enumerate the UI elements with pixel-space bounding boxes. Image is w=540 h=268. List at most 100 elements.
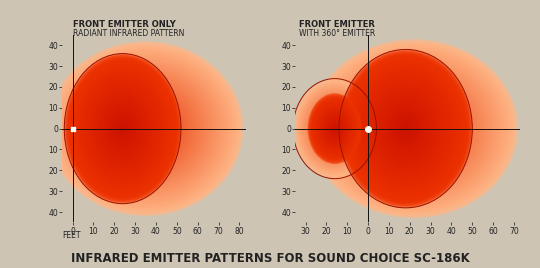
Ellipse shape — [84, 79, 161, 178]
Ellipse shape — [78, 72, 167, 186]
Ellipse shape — [310, 99, 360, 159]
Ellipse shape — [345, 69, 483, 188]
Ellipse shape — [61, 53, 230, 204]
Ellipse shape — [389, 107, 438, 150]
Ellipse shape — [124, 109, 167, 148]
Ellipse shape — [314, 102, 355, 156]
Ellipse shape — [318, 46, 510, 211]
Ellipse shape — [320, 110, 349, 148]
Ellipse shape — [78, 68, 213, 189]
Ellipse shape — [122, 108, 169, 150]
Ellipse shape — [73, 64, 218, 193]
Ellipse shape — [370, 91, 458, 167]
Ellipse shape — [353, 76, 475, 181]
Ellipse shape — [105, 92, 186, 165]
Ellipse shape — [325, 117, 345, 141]
Ellipse shape — [377, 95, 434, 162]
Ellipse shape — [346, 70, 482, 187]
Ellipse shape — [324, 51, 504, 206]
Ellipse shape — [97, 85, 194, 172]
Ellipse shape — [377, 97, 450, 160]
Ellipse shape — [321, 111, 348, 146]
Ellipse shape — [111, 98, 180, 159]
Ellipse shape — [411, 126, 416, 131]
Ellipse shape — [392, 110, 436, 148]
Ellipse shape — [328, 119, 342, 138]
Ellipse shape — [334, 128, 336, 130]
Ellipse shape — [368, 84, 443, 173]
Ellipse shape — [413, 128, 415, 130]
Ellipse shape — [309, 96, 360, 162]
Ellipse shape — [330, 57, 497, 200]
Ellipse shape — [110, 112, 136, 145]
Ellipse shape — [315, 103, 355, 155]
Ellipse shape — [308, 94, 361, 163]
Ellipse shape — [366, 81, 446, 176]
Ellipse shape — [139, 123, 152, 134]
Ellipse shape — [334, 128, 335, 130]
Ellipse shape — [319, 110, 350, 148]
Ellipse shape — [327, 54, 501, 204]
Ellipse shape — [371, 87, 440, 170]
Ellipse shape — [314, 104, 355, 154]
Ellipse shape — [340, 65, 488, 192]
Ellipse shape — [106, 94, 185, 164]
Ellipse shape — [89, 85, 157, 172]
Ellipse shape — [94, 83, 197, 175]
Ellipse shape — [352, 65, 459, 192]
Ellipse shape — [402, 118, 426, 139]
Ellipse shape — [125, 110, 166, 147]
Ellipse shape — [75, 67, 171, 190]
Ellipse shape — [307, 96, 362, 162]
Ellipse shape — [390, 109, 437, 149]
Ellipse shape — [117, 121, 129, 136]
Ellipse shape — [323, 50, 505, 207]
Ellipse shape — [372, 89, 439, 168]
Ellipse shape — [122, 127, 124, 130]
Ellipse shape — [315, 105, 355, 153]
Ellipse shape — [330, 124, 339, 134]
Ellipse shape — [343, 68, 484, 189]
Ellipse shape — [103, 90, 188, 167]
Ellipse shape — [363, 85, 465, 172]
Ellipse shape — [100, 100, 145, 157]
Ellipse shape — [325, 116, 345, 142]
Text: RADIANT INFRARED PATTERN: RADIANT INFRARED PATTERN — [72, 29, 184, 38]
Ellipse shape — [363, 78, 448, 179]
Ellipse shape — [120, 106, 171, 152]
Ellipse shape — [68, 58, 178, 199]
Ellipse shape — [376, 94, 435, 163]
Ellipse shape — [320, 48, 508, 209]
Ellipse shape — [311, 98, 358, 159]
Ellipse shape — [73, 66, 172, 192]
Ellipse shape — [72, 64, 173, 193]
Ellipse shape — [410, 125, 418, 132]
Ellipse shape — [330, 123, 339, 135]
Ellipse shape — [60, 52, 231, 205]
Ellipse shape — [75, 65, 217, 192]
Ellipse shape — [69, 60, 222, 198]
Ellipse shape — [402, 124, 410, 133]
Ellipse shape — [350, 74, 478, 184]
Ellipse shape — [321, 112, 349, 146]
Ellipse shape — [295, 82, 374, 176]
Ellipse shape — [327, 120, 342, 138]
Ellipse shape — [351, 64, 460, 193]
Ellipse shape — [305, 93, 364, 165]
Ellipse shape — [104, 105, 141, 153]
Ellipse shape — [302, 90, 367, 168]
Ellipse shape — [89, 78, 202, 179]
Ellipse shape — [333, 127, 336, 131]
Ellipse shape — [330, 123, 340, 135]
Ellipse shape — [293, 79, 376, 179]
Ellipse shape — [312, 100, 358, 157]
Ellipse shape — [324, 116, 346, 142]
Ellipse shape — [337, 62, 491, 195]
Ellipse shape — [308, 97, 361, 161]
Ellipse shape — [72, 63, 219, 194]
Ellipse shape — [53, 47, 238, 211]
Ellipse shape — [86, 82, 159, 175]
Ellipse shape — [368, 90, 460, 168]
Ellipse shape — [142, 125, 149, 132]
Ellipse shape — [349, 62, 462, 195]
